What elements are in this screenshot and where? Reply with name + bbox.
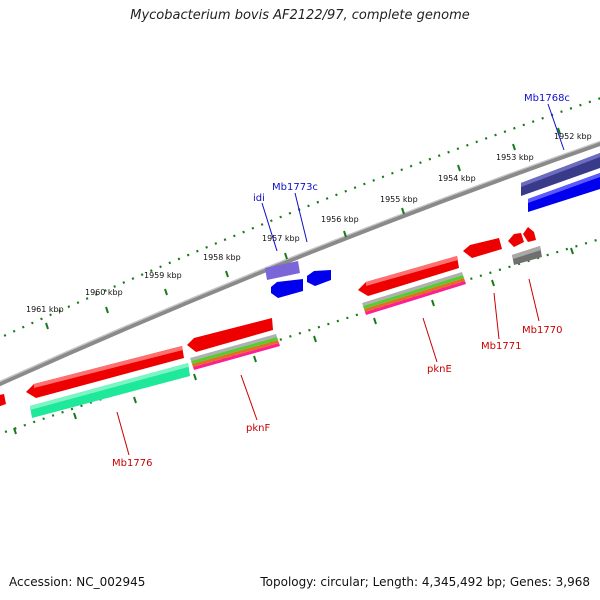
kbp-label: 1952 kbp [554,132,592,141]
inner-major-ticks [13,247,574,435]
cog-purple-feature [265,261,300,280]
gene-label: Mb1773c [272,182,318,193]
genome-backbone [0,140,600,387]
gene-labels: Mb1768c Mb1773c idi pknE Mb1771 Mb1770 p… [112,93,570,469]
genome-summary-text: Topology: circular; Length: 4,345,492 bp… [260,575,590,589]
kbp-label: 1957 kbp [262,234,300,243]
cds-reverse-feature [307,270,331,286]
cog-multi-band [190,334,277,361]
kbp-label: 1959 kbp [144,271,182,280]
cog-multi-band [364,278,465,312]
cds-forward-highlight [34,346,183,388]
kbp-label: 1960 kbp [85,288,123,297]
kbp-label: 1954 kbp [438,174,476,183]
cog-gray-highlight [512,246,541,259]
gene-label: idi [253,193,265,204]
leader-lines [116,103,565,456]
accession-text: Accession: NC_002945 [9,575,146,589]
cog-multi-band [192,340,279,367]
cds-forward-feature [187,318,273,352]
cds-forward-feature [463,238,502,258]
gene-label: Mb1768c [524,93,570,104]
gene-label: Mb1770 [522,325,562,336]
gene-label: Mb1771 [481,341,521,352]
kbp-label: 1961 kbp [26,305,64,314]
gene-label: Mb1776 [112,458,152,469]
kbp-label: 1955 kbp [380,195,418,204]
kbp-labels: 1952 kbp 1953 kbp 1954 kbp 1955 kbp 1956… [26,132,592,314]
outer-major-ticks [45,127,561,330]
forward-strand-features [0,227,542,418]
cog-multi-band [191,337,278,364]
cog-multi-band [193,343,280,370]
gene-label: pknF [246,423,270,434]
cds-forward-highlight [366,256,458,286]
gene-label: pknE [427,364,452,375]
kbp-label: 1953 kbp [496,153,534,162]
cog-teal-highlight [30,363,188,410]
cog-multi-band [363,275,464,309]
cds-forward-feature [508,233,524,247]
map-title: Mycobacterium bovis AF2122/97, complete … [130,8,470,23]
outer-tick-arc [0,97,600,339]
cog-navy-feature-highlight [521,153,600,187]
cds-forward-feature [523,227,536,242]
reverse-strand-features [265,153,600,298]
kbp-label: 1958 kbp [203,253,241,262]
genome-backbone-highlight [0,140,600,383]
inner-tick-arc [4,237,600,434]
kbp-label: 1956 kbp [321,215,359,224]
cog-multi-band [365,281,466,315]
cds-reverse-highlight [528,173,600,203]
cds-reverse-feature [271,279,303,298]
cog-multi-band [362,272,463,306]
cds-forward-feature [0,394,6,407]
